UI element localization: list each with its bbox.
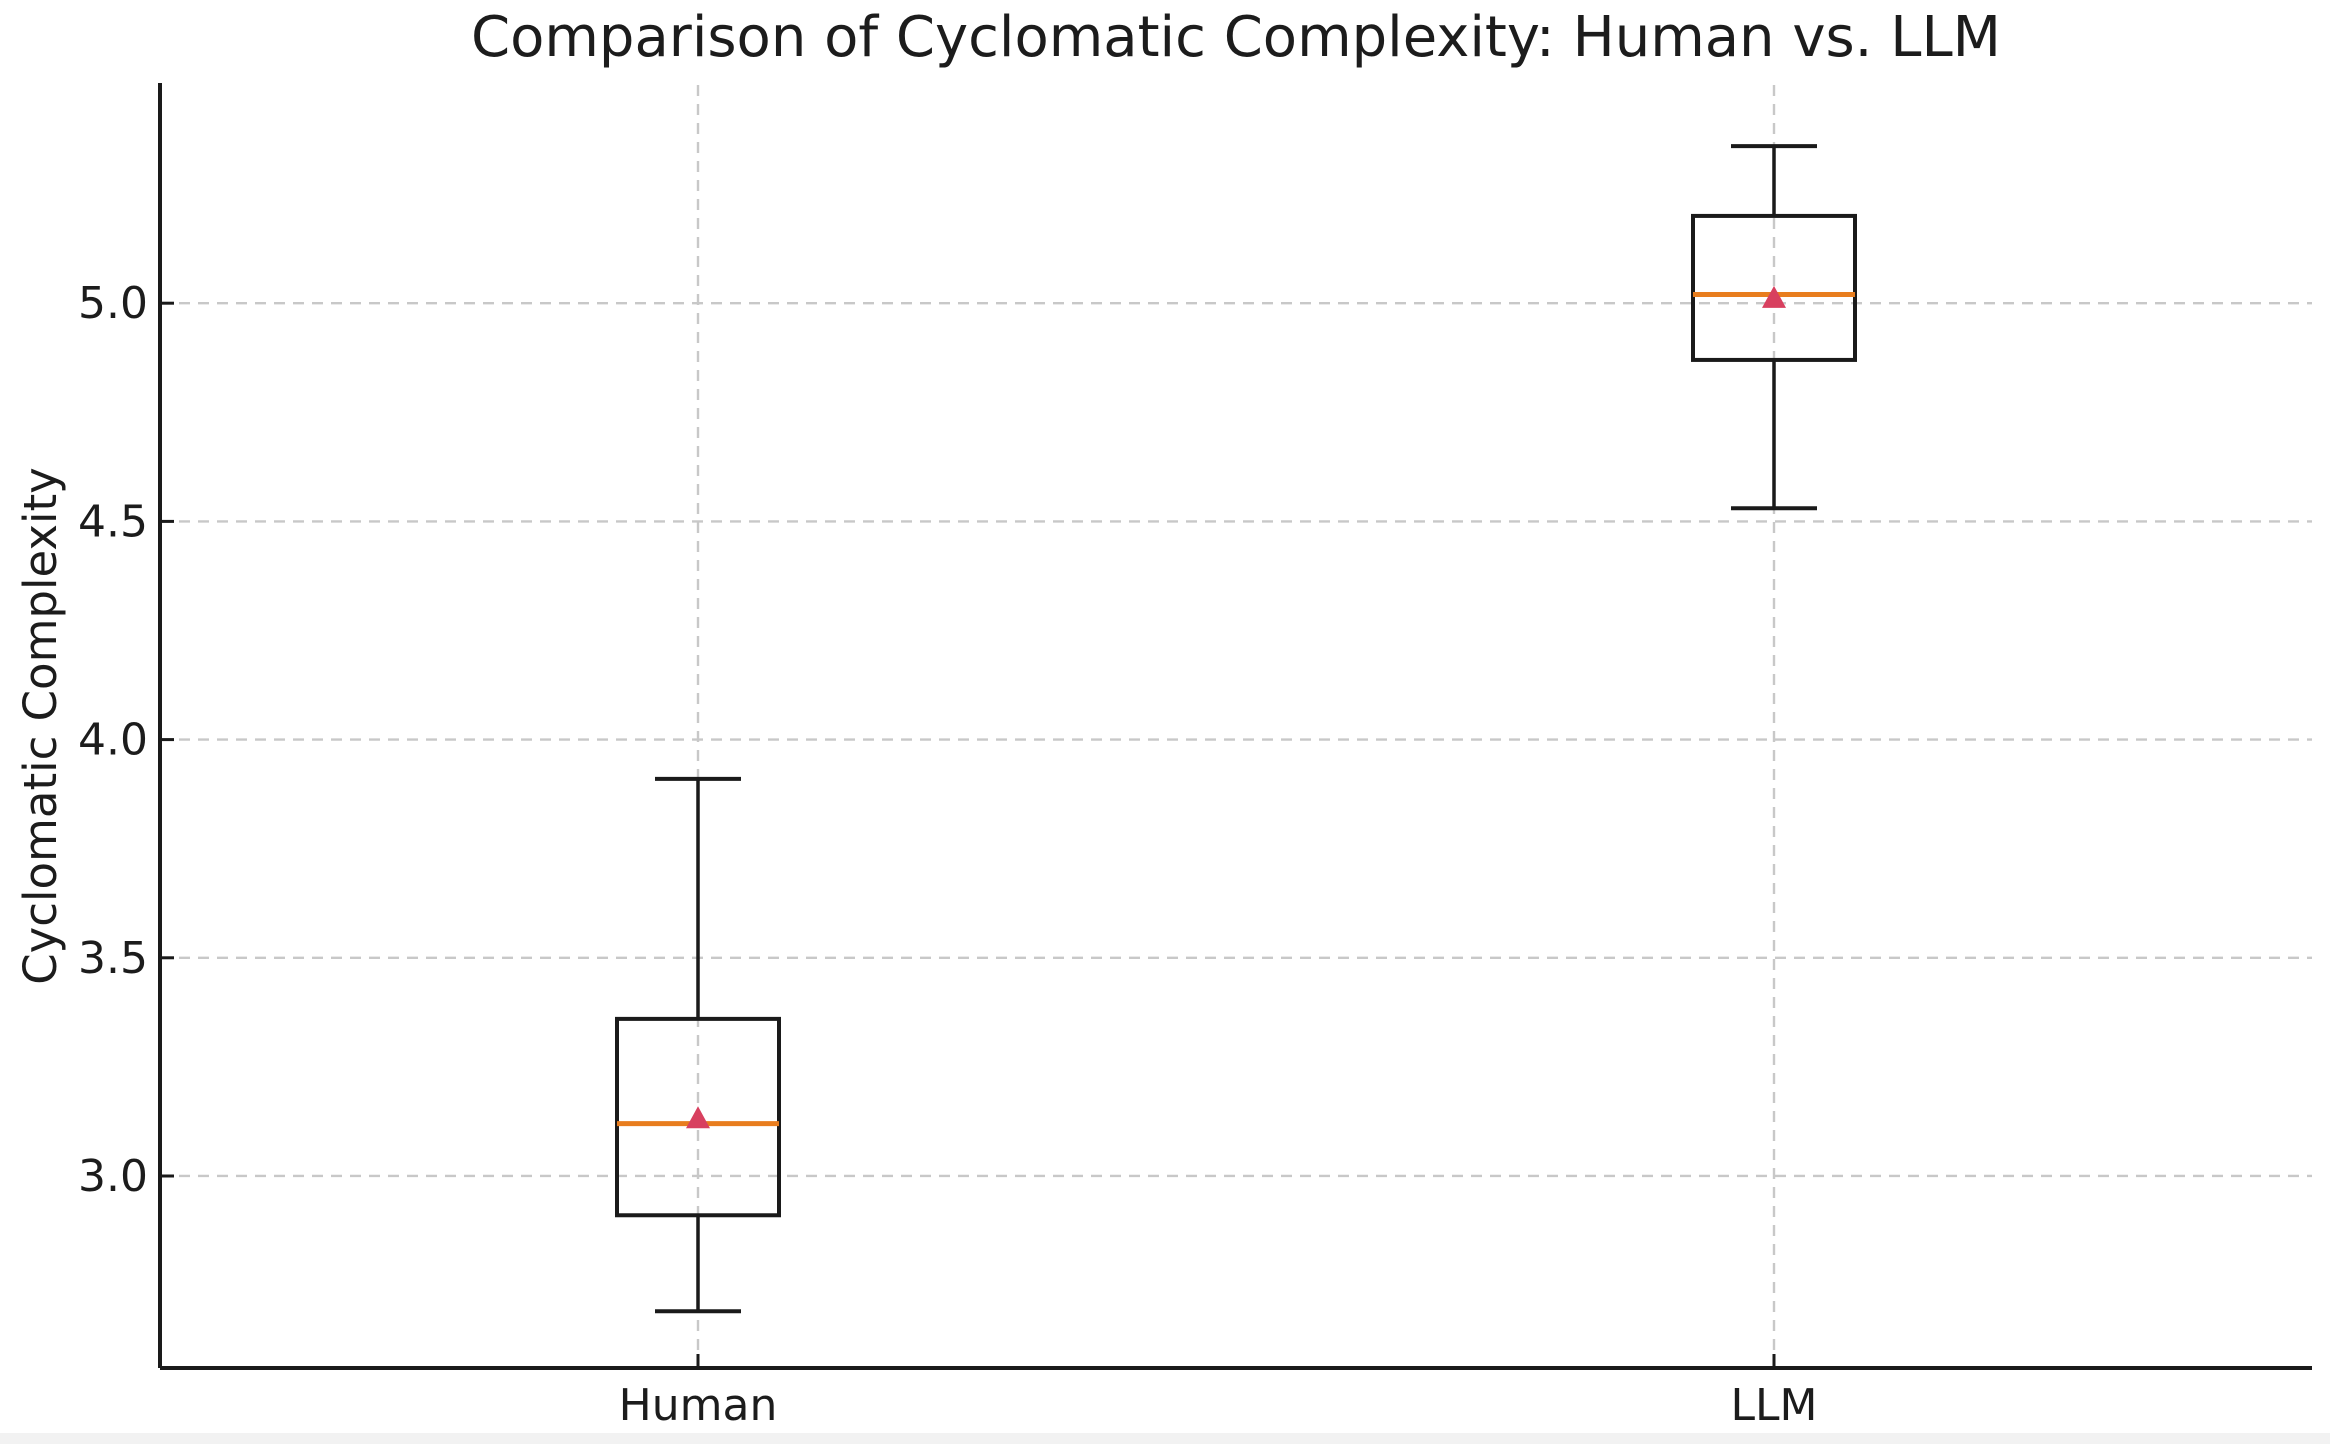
x-tick-label-llm: LLM (1731, 1380, 1818, 1431)
x-tick-labels: Human LLM (619, 1380, 1818, 1431)
plot-area (158, 83, 2312, 1370)
y-tick-labels: 3.0 3.5 4.0 4.5 5.0 (78, 278, 148, 1202)
y-tick-label: 3.5 (78, 933, 148, 984)
y-tick-label: 4.0 (78, 715, 148, 766)
y-tick-label: 4.5 (78, 496, 148, 547)
mean-marker (686, 1106, 710, 1129)
x-tick-label-human: Human (619, 1380, 778, 1431)
mean-marker (1762, 285, 1786, 308)
iqr-box (615, 1016, 781, 1218)
bottom-page-strip (0, 1433, 2330, 1444)
chart-title: Comparison of Cyclomatic Complexity: Hum… (471, 5, 2001, 70)
iqr-box (1691, 213, 1857, 362)
box-human (615, 776, 781, 1314)
y-tick-label: 3.0 (78, 1151, 148, 1202)
y-tick-label: 5.0 (78, 278, 148, 329)
y-axis-label: Cyclomatic Complexity (14, 467, 67, 985)
box-llm (1691, 144, 1857, 511)
